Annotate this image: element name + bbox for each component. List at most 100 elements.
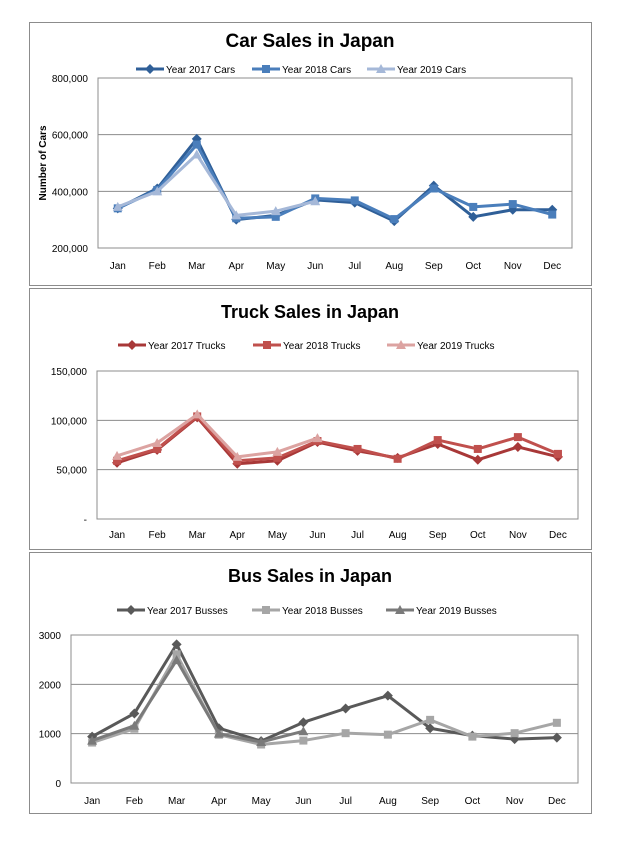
x-tick-label: May (266, 261, 285, 272)
data-point (383, 730, 392, 739)
data-point (468, 732, 477, 741)
x-tick-label: Nov (504, 261, 522, 272)
data-point (272, 446, 283, 456)
data-point (299, 736, 308, 745)
bus-sales-chart: Bus Sales in Japan 0 1000 2000 3000 Jan Feb Mar… (39, 566, 579, 807)
series-line (117, 137, 553, 223)
x-tick-label: Mar (168, 796, 186, 807)
y-axis-label: Number of Cars (38, 125, 49, 200)
x-tick-label: Nov (506, 796, 524, 807)
legend-label: Year 2018 Trucks (283, 341, 360, 352)
legend-label: Year 2019 Busses (416, 606, 497, 617)
y-tick-label: - (84, 515, 87, 526)
data-point (192, 409, 203, 419)
x-tick-label: Apr (211, 796, 227, 807)
legend-label: Year 2018 Busses (282, 606, 363, 617)
data-point (341, 729, 350, 738)
x-tick-label: Nov (509, 530, 527, 541)
legend-label: Year 2017 Cars (166, 65, 235, 76)
series-line (116, 412, 318, 459)
series-line (116, 414, 559, 463)
data-point (298, 726, 309, 736)
data-point (231, 210, 242, 220)
data-point (393, 454, 402, 463)
truck-sales-chart: Truck Sales in Japan - 50,000 100,000 150,00… (51, 302, 579, 541)
series-line (91, 658, 304, 744)
legend-marker (263, 341, 271, 349)
data-point (270, 206, 281, 216)
x-tick-label: Dec (548, 796, 566, 807)
x-tick-label: Jan (110, 261, 126, 272)
chart-title: Truck Sales in Japan (221, 302, 399, 322)
y-tick-label: 50,000 (56, 466, 87, 477)
legend-marker (395, 605, 405, 614)
x-tick-label: Sep (429, 530, 447, 541)
data-point (552, 718, 561, 727)
car-sales-chart-panel: Car Sales in Japan 200,000 400,000 600,000 8… (29, 22, 592, 286)
x-tick-label: Aug (379, 796, 397, 807)
y-tick-label: 0 (55, 779, 61, 790)
legend-marker (262, 606, 270, 614)
truck-sales-chart-panel: Truck Sales in Japan - 50,000 100,000 150,00… (29, 288, 592, 550)
data-point (310, 196, 321, 206)
data-point (350, 196, 359, 205)
data-point (548, 210, 557, 219)
legend-label: Year 2017 Trucks (148, 341, 225, 352)
data-point (312, 433, 323, 443)
data-point (298, 717, 309, 728)
x-tick-label: Oct (470, 530, 486, 541)
legend-label: Year 2019 Trucks (417, 341, 494, 352)
data-point (87, 735, 98, 745)
x-tick-label: Jun (295, 796, 311, 807)
y-tick-label: 1000 (39, 730, 62, 741)
series-1 (112, 133, 558, 227)
data-point (191, 149, 202, 159)
data-point (551, 732, 562, 743)
x-tick-label: Jul (339, 796, 352, 807)
legend-marker (376, 64, 386, 73)
data-point (153, 444, 162, 453)
data-point (353, 444, 362, 453)
data-point (171, 655, 182, 665)
series-2 (113, 140, 557, 224)
data-point (232, 451, 243, 461)
data-point (382, 690, 393, 701)
data-point (152, 186, 163, 196)
x-tick-label: Sep (421, 796, 439, 807)
data-point (112, 450, 123, 460)
x-tick-label: Feb (126, 796, 144, 807)
x-tick-label: Jan (109, 530, 125, 541)
y-tick-label: 100,000 (51, 416, 88, 427)
data-point (469, 202, 478, 211)
legend-marker (396, 340, 406, 349)
y-tick-label: 600,000 (52, 131, 89, 142)
x-tick-label: Feb (149, 530, 167, 541)
legend-label: Year 2019 Cars (397, 65, 466, 76)
legend-marker (145, 64, 155, 74)
x-tick-label: Jun (307, 261, 323, 272)
data-point (256, 737, 267, 747)
x-tick-label: Dec (549, 530, 567, 541)
legend-marker (262, 65, 270, 73)
x-tick-label: Oct (465, 796, 481, 807)
data-point (213, 728, 224, 738)
x-tick-label: Apr (230, 530, 246, 541)
x-tick-label: Dec (543, 261, 561, 272)
data-point (513, 433, 522, 442)
x-tick-label: May (268, 530, 287, 541)
data-point (390, 215, 399, 224)
data-point (192, 140, 201, 149)
data-point (273, 453, 282, 462)
data-point (553, 449, 562, 458)
legend: Year 2017 Trucks Year 2018 Trucks Year 201… (118, 340, 494, 352)
data-point (429, 184, 438, 193)
data-point (508, 200, 517, 209)
series-line (117, 153, 316, 217)
series-line (91, 652, 558, 747)
series-line (91, 642, 557, 743)
legend: Year 2017 Cars Year 2018 Cars Year 2019 Ca… (136, 64, 466, 76)
legend-marker (127, 340, 137, 350)
x-tick-label: May (252, 796, 271, 807)
x-tick-label: Apr (228, 261, 244, 272)
x-tick-label: Sep (425, 261, 443, 272)
